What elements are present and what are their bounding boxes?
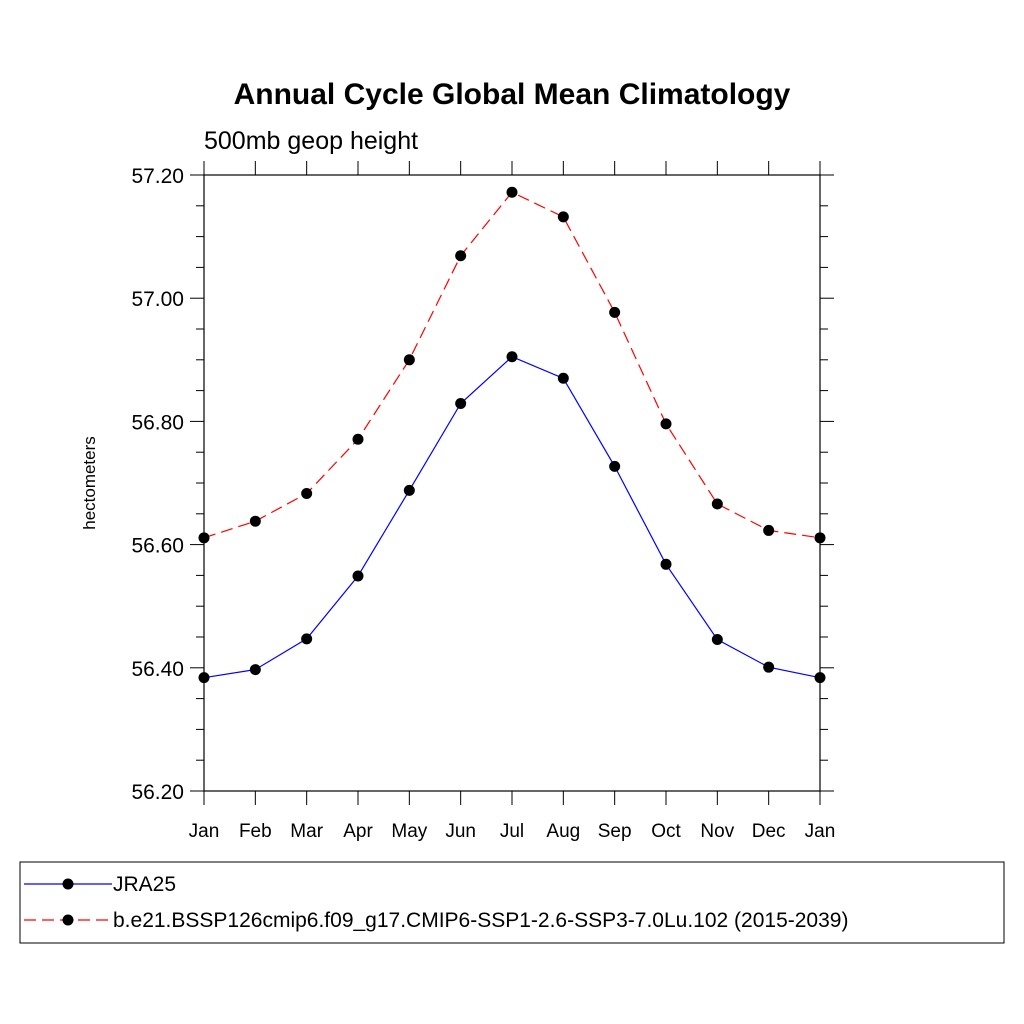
x-tick-label: Nov <box>700 821 734 842</box>
series-line-2 <box>203 191 821 539</box>
data-point <box>557 372 569 384</box>
legend: JRA25 b.e21.BSSP126cmip6.f09_g17.CMIP6-SS… <box>19 861 1005 944</box>
x-tick-label: Jan <box>805 821 836 842</box>
x-tick-label: Jan <box>189 821 220 842</box>
y-axis-label: hectometers <box>80 436 99 530</box>
chart-title: Annual Cycle Global Mean Climatology <box>234 78 791 111</box>
y-tick-label: 57.00 <box>131 288 184 311</box>
y-tick-label: 56.80 <box>131 411 184 434</box>
data-point <box>609 306 621 318</box>
x-tick-label: Dec <box>752 821 786 842</box>
data-point <box>557 211 569 223</box>
x-tick-label: Jul <box>500 821 524 842</box>
legend-marker-1 <box>62 878 74 890</box>
data-point <box>814 672 826 684</box>
data-point <box>763 661 775 673</box>
data-point <box>455 398 467 410</box>
data-point <box>249 664 261 676</box>
y-tick-label: 56.40 <box>131 658 184 681</box>
plot-area-frame <box>203 174 821 792</box>
data-point <box>609 460 621 472</box>
data-point <box>455 250 467 262</box>
data-point <box>249 515 261 527</box>
x-tick-label: Feb <box>239 821 272 842</box>
chart-subtitle: 500mb geop height <box>204 127 418 155</box>
data-point <box>403 354 415 366</box>
data-point <box>301 487 313 499</box>
legend-label-1: JRA25 <box>113 873 176 896</box>
x-tick-label: Mar <box>290 821 323 842</box>
data-point <box>506 186 518 198</box>
legend-label-2: b.e21.BSSP126cmip6.f09_g17.CMIP6-SSP1-2.… <box>113 909 848 932</box>
x-tick-label: Jun <box>445 821 476 842</box>
y-tick-label: 57.20 <box>131 165 184 188</box>
y-tick-label: 56.60 <box>131 535 184 558</box>
data-point <box>506 351 518 363</box>
x-tick-label: May <box>391 821 427 842</box>
data-point <box>814 532 826 544</box>
series-layer <box>198 186 826 684</box>
data-point <box>660 418 672 430</box>
x-tick-label: Sep <box>598 821 632 842</box>
data-point <box>711 633 723 645</box>
data-point <box>403 484 415 496</box>
x-tick-label: Oct <box>651 821 681 842</box>
series-line-1 <box>203 355 821 679</box>
legend-marker-2 <box>62 914 74 926</box>
x-tick-label: Apr <box>343 821 373 842</box>
data-point <box>711 498 723 510</box>
axes-ticks: 56.20 56.40 56.60 56.80 57.00 57.20 Jan Feb Mar A… <box>131 161 835 842</box>
x-tick-label: Aug <box>546 821 580 842</box>
data-point <box>198 672 210 684</box>
data-point <box>301 633 313 645</box>
data-point <box>352 570 364 582</box>
y-tick-label: 56.20 <box>131 781 184 804</box>
data-point <box>198 532 210 544</box>
data-point <box>352 433 364 445</box>
data-point <box>763 524 775 536</box>
data-point <box>660 558 672 570</box>
legend-box <box>19 861 1005 944</box>
